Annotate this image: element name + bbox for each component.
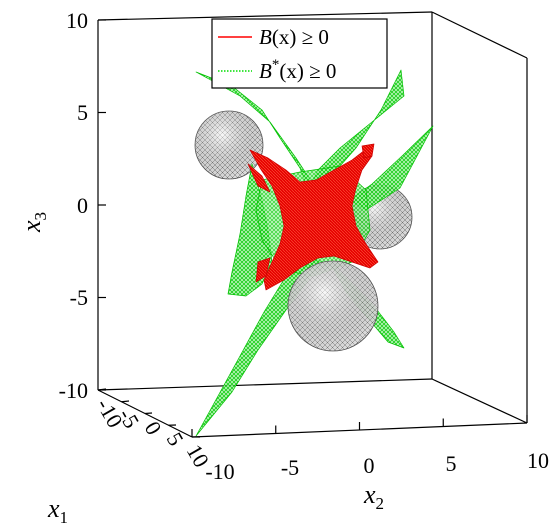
legend-box [211, 18, 388, 89]
x2-tick-label: 5 [446, 451, 457, 476]
z-axis-label: x3 [17, 212, 50, 233]
x2-tick-label: -5 [281, 455, 299, 480]
z-tick-label: 5 [77, 100, 88, 125]
obstacle-sphere-front-group [287, 260, 379, 352]
legend-entry-b-star: B*(x) ≥ 0 [218, 57, 336, 83]
series-b-surface [247, 143, 379, 291]
x2-tick-label: -10 [205, 459, 234, 484]
z-tick-label: -10 [59, 378, 88, 403]
x1-tick-label: 0 [140, 417, 167, 439]
z-tick-label: 0 [77, 193, 88, 218]
x1-axis: -10 -5 0 5 10 [92, 388, 214, 472]
legend-entry-b: B(x) ≥ 0 [218, 25, 329, 49]
plot-box-back [97, 11, 528, 424]
x2-tick-label: 0 [364, 453, 375, 478]
z-tick-label: -5 [70, 285, 88, 310]
z-axis: 10 5 0 -5 -10 [59, 8, 106, 403]
legend: B(x) ≥ 0 B*(x) ≥ 0 [211, 18, 388, 89]
legend-label-b: B(x) ≥ 0 [259, 25, 329, 49]
x2-axis: -10 -5 0 5 10 [191, 415, 549, 484]
z-tick-label: 10 [66, 8, 88, 33]
x1-axis-label: x1 [47, 494, 68, 526]
x2-axis-label: x2 [363, 480, 384, 513]
x2-tick-label: 10 [527, 448, 549, 473]
x1-tick-label: 5 [162, 428, 189, 450]
legend-label-b-star: B*(x) ≥ 0 [259, 57, 336, 83]
